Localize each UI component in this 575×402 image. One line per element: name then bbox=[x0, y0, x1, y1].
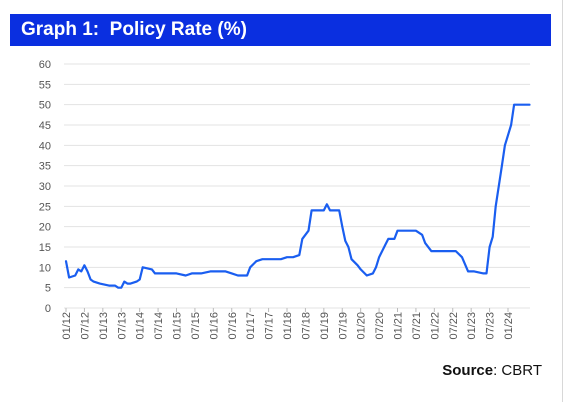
x-tick-label: 01/21 bbox=[393, 312, 405, 340]
right-divider bbox=[562, 0, 563, 402]
x-tick-label: 07/13 bbox=[116, 312, 128, 340]
source-note: Source: CBRT bbox=[442, 362, 542, 379]
x-tick-label: 07/14 bbox=[153, 312, 165, 340]
series-layer bbox=[64, 103, 531, 289]
x-tick-label: 07/15 bbox=[190, 312, 202, 340]
y-tick-label: 45 bbox=[39, 120, 51, 132]
y-tick-label: 10 bbox=[39, 262, 51, 274]
y-tick-label: 0 bbox=[45, 303, 51, 315]
x-tick-label: 01/20 bbox=[356, 312, 368, 340]
y-tick-label: 30 bbox=[39, 181, 51, 193]
x-tick-label: 07/18 bbox=[300, 312, 312, 340]
y-tick-label: 5 bbox=[45, 283, 51, 295]
x-tick-label: 07/19 bbox=[337, 312, 349, 340]
x-tick-label: 07/16 bbox=[227, 312, 239, 340]
x-tick-label: 01/12 bbox=[61, 312, 73, 340]
x-tick-label: 07/12 bbox=[79, 312, 91, 340]
y-tick-label: 50 bbox=[39, 100, 51, 112]
x-tick-label: 01/23 bbox=[466, 312, 478, 340]
x-tick-label: 01/24 bbox=[503, 312, 515, 340]
source-text: : CBRT bbox=[493, 362, 542, 379]
y-tick-label: 15 bbox=[39, 242, 51, 254]
y-tick-label: 55 bbox=[39, 79, 51, 91]
x-tick-label: 07/22 bbox=[448, 312, 460, 340]
policy-rate-line bbox=[64, 103, 531, 289]
y-axis-ticks: 0 5 10 15 20 25 30 35 40 45 50 55 60 bbox=[39, 59, 51, 315]
y-tick-label: 35 bbox=[39, 161, 51, 173]
x-tick-label: 01/14 bbox=[135, 312, 147, 340]
x-tick-label: 07/21 bbox=[411, 312, 423, 340]
x-tick-label: 01/15 bbox=[172, 312, 184, 340]
x-tick-label: 07/23 bbox=[485, 312, 497, 340]
source-label: Source bbox=[442, 362, 494, 379]
y-tick-label: 40 bbox=[39, 140, 51, 152]
y-tick-label: 60 bbox=[39, 59, 51, 71]
x-tick-label: 07/17 bbox=[264, 312, 276, 340]
chart-title: Graph 1: Policy Rate (%) bbox=[10, 14, 551, 46]
y-tick-label: 20 bbox=[39, 222, 51, 234]
x-tick-label: 01/16 bbox=[208, 312, 220, 340]
x-tick-label: 01/22 bbox=[429, 312, 441, 340]
x-tick-label: 01/19 bbox=[319, 312, 331, 340]
grid-layer bbox=[64, 63, 530, 309]
x-tick-label: 01/13 bbox=[98, 312, 110, 340]
x-axis-ticks: 01/12 07/12 01/13 07/13 01/14 07/14 01/15 07/15… bbox=[61, 308, 515, 340]
y-tick-label: 25 bbox=[39, 201, 51, 213]
x-tick-label: 07/20 bbox=[374, 312, 386, 340]
x-tick-label: 01/17 bbox=[245, 312, 257, 340]
x-tick-label: 01/18 bbox=[282, 312, 294, 340]
